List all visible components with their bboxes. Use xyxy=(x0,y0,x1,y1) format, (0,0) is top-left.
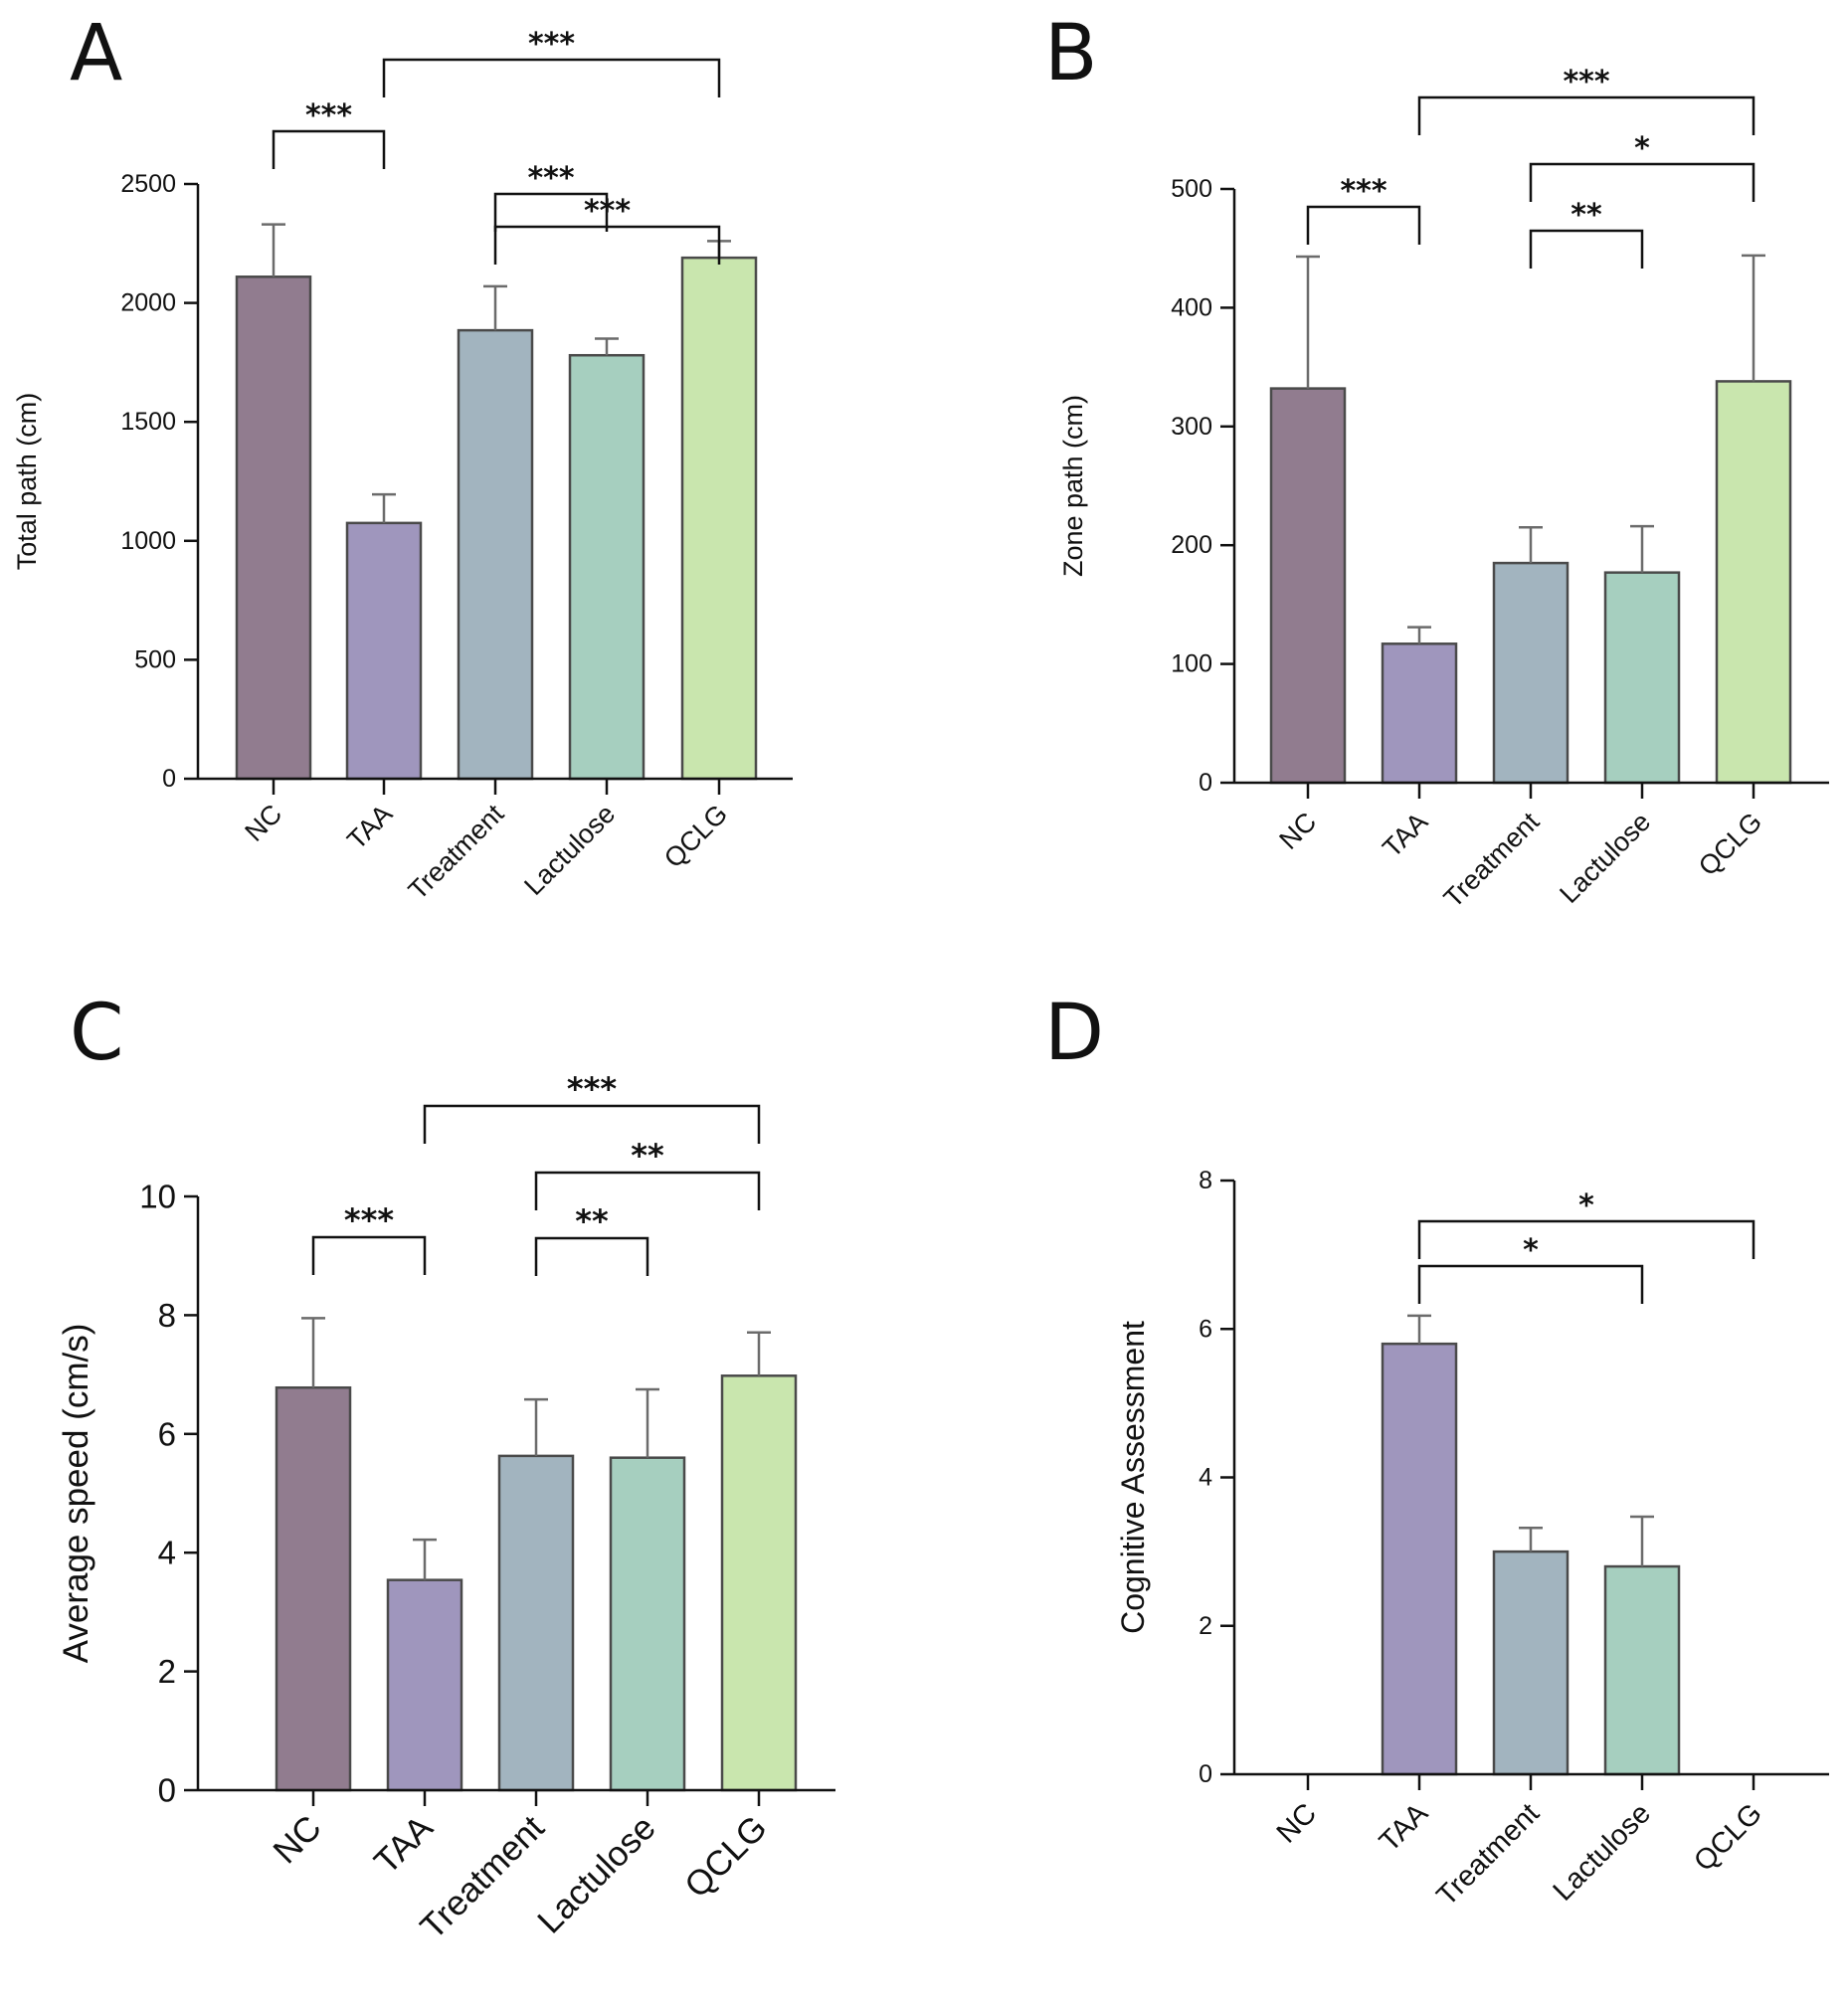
bar-nc xyxy=(1269,387,1347,785)
significance-label: ** xyxy=(575,1202,609,1240)
significance-bracket xyxy=(272,129,386,169)
bar-taa xyxy=(1381,642,1458,785)
y-tick-label: 2 xyxy=(1199,1612,1212,1640)
y-tick-label: 300 xyxy=(1171,413,1212,441)
y-tick-label: 1500 xyxy=(120,408,176,436)
y-axis-title: Total path (cm) xyxy=(12,393,42,571)
y-tick-label: 400 xyxy=(1171,293,1212,321)
bar-treatment xyxy=(457,328,534,781)
bar-taa xyxy=(386,1578,463,1792)
significance-label: * xyxy=(1523,1233,1539,1268)
y-tick-label: 500 xyxy=(134,645,176,673)
y-tick-label: 8 xyxy=(1199,1167,1212,1194)
significance-label: *** xyxy=(1563,65,1609,99)
y-tick-label: 4 xyxy=(158,1535,176,1571)
y-tick-label: 10 xyxy=(139,1179,176,1215)
significance-label: ** xyxy=(1571,198,1602,233)
y-tick-label: 2500 xyxy=(120,170,176,198)
bar-treatment xyxy=(1492,561,1570,785)
y-tick-label: 6 xyxy=(158,1415,176,1452)
significance-bracket xyxy=(1417,1264,1644,1304)
y-axis-title: Cognitive Assessment xyxy=(1115,1321,1151,1634)
y-tick-label: 0 xyxy=(162,765,176,793)
y-tick-label: 1000 xyxy=(120,527,176,555)
significance-label: * xyxy=(1578,1188,1594,1223)
y-tick-label: 2 xyxy=(158,1653,176,1690)
y-tick-label: 0 xyxy=(1199,769,1212,797)
panel-letter: D xyxy=(1044,989,1104,1078)
bar-taa xyxy=(345,521,423,781)
y-tick-label: 4 xyxy=(1199,1464,1212,1492)
bar-treatment xyxy=(1492,1549,1570,1776)
bar-qclg xyxy=(720,1374,798,1792)
significance-label: ** xyxy=(631,1137,664,1175)
significance-bracket xyxy=(1417,1219,1756,1259)
bar-lactulose xyxy=(609,1456,686,1792)
significance-label: *** xyxy=(567,1070,617,1108)
significance-bracket xyxy=(493,192,609,232)
significance-label: *** xyxy=(584,194,631,229)
bar-taa xyxy=(1381,1342,1458,1776)
bar-lactulose xyxy=(1603,1564,1681,1776)
bar-qclg xyxy=(1715,380,1792,785)
significance-bracket xyxy=(534,1236,649,1276)
y-tick-label: 8 xyxy=(158,1297,176,1334)
significance-bracket xyxy=(493,225,721,265)
significance-label: *** xyxy=(1340,174,1386,209)
y-axis-title: Average speed (cm/s) xyxy=(57,1324,95,1664)
bar-treatment xyxy=(497,1454,575,1792)
y-tick-label: 2000 xyxy=(120,289,176,317)
y-tick-label: 500 xyxy=(1171,175,1212,203)
significance-label: *** xyxy=(528,27,575,62)
significance-bracket xyxy=(382,58,721,97)
significance-bracket xyxy=(311,1235,427,1275)
panel-letter: C xyxy=(70,989,123,1078)
y-tick-label: 100 xyxy=(1171,650,1212,678)
significance-bracket xyxy=(1529,229,1644,269)
panel-letter: B xyxy=(1044,9,1098,98)
significance-bracket xyxy=(1417,95,1756,135)
y-tick-label: 6 xyxy=(1199,1315,1212,1343)
significance-bracket xyxy=(1306,205,1421,245)
bar-nc xyxy=(235,275,312,781)
significance-label: *** xyxy=(344,1201,394,1239)
significance-label: *** xyxy=(305,98,352,133)
bar-nc xyxy=(275,1385,352,1792)
y-axis-title: Zone path (cm) xyxy=(1058,395,1088,577)
significance-bracket xyxy=(423,1104,761,1144)
significance-bracket xyxy=(534,1171,761,1210)
bar-lactulose xyxy=(568,353,646,781)
y-tick-label: 0 xyxy=(1199,1760,1212,1788)
significance-label: * xyxy=(1634,131,1650,166)
panel-letter: A xyxy=(70,9,122,98)
significance-bracket xyxy=(1529,162,1756,202)
significance-label: *** xyxy=(527,161,574,196)
bar-lactulose xyxy=(1603,571,1681,785)
y-tick-label: 0 xyxy=(158,1772,176,1809)
y-tick-label: 200 xyxy=(1171,531,1212,559)
bar-qclg xyxy=(680,256,758,781)
